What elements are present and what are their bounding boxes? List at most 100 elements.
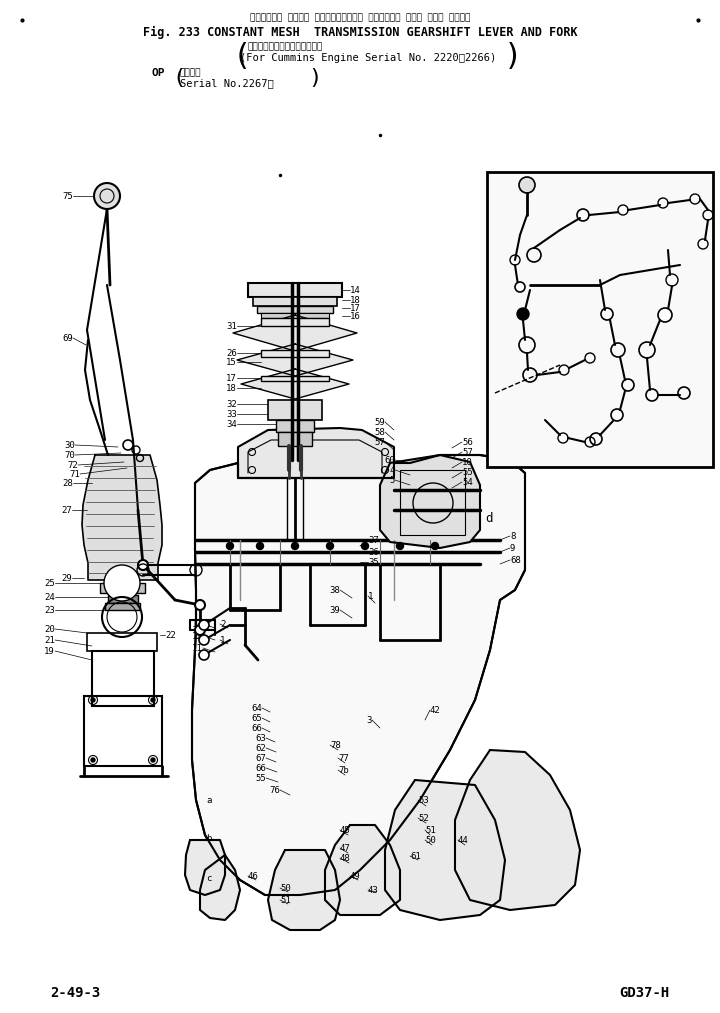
Text: 50: 50 [425, 836, 436, 845]
Text: 58: 58 [374, 427, 385, 437]
Bar [261, 350, 329, 357]
Text: 19: 19 [44, 646, 55, 655]
Bar [253, 297, 337, 306]
Text: 90: 90 [555, 446, 566, 455]
Text: 24: 24 [44, 593, 55, 602]
Text: 49: 49 [350, 871, 361, 880]
Text: OP: OP [152, 68, 166, 78]
Circle shape [195, 600, 205, 610]
Text: 37: 37 [368, 536, 379, 545]
Text: 75A: 75A [493, 177, 509, 186]
Text: 57: 57 [462, 448, 473, 457]
Text: 21: 21 [44, 635, 55, 644]
Circle shape [104, 565, 140, 601]
Text: 74: 74 [545, 214, 556, 223]
Text: Fig. 233 CONSTANT MESH  TRANSMISSION GEARSHIFT LEVER AND FORK: Fig. 233 CONSTANT MESH TRANSMISSION GEAR… [143, 26, 577, 40]
Text: (For Cummins Engine Serial No. 2220～2266): (For Cummins Engine Serial No. 2220～2266… [240, 53, 496, 63]
Text: 54: 54 [462, 477, 473, 486]
Text: 29: 29 [61, 573, 72, 582]
Text: 70: 70 [64, 451, 75, 460]
Circle shape [199, 650, 209, 660]
Text: 47: 47 [340, 844, 351, 853]
Circle shape [515, 282, 525, 292]
Bar [261, 318, 329, 326]
Text: 60: 60 [384, 456, 395, 465]
Text: 52: 52 [418, 813, 428, 823]
Text: Serial No.2267～: Serial No.2267～ [180, 78, 274, 88]
Circle shape [91, 758, 95, 762]
Bar [108, 595, 138, 603]
Text: 34: 34 [226, 419, 237, 428]
Text: 67: 67 [584, 430, 595, 439]
Text: 31: 31 [226, 321, 237, 330]
Text: 18: 18 [226, 384, 237, 392]
Circle shape [151, 698, 155, 702]
Text: 22: 22 [165, 630, 176, 639]
Text: 9: 9 [510, 544, 516, 552]
Text: 83: 83 [609, 350, 620, 360]
Text: 66: 66 [251, 723, 262, 732]
Bar [261, 313, 329, 318]
Text: 2-49-3: 2-49-3 [50, 986, 100, 1000]
Text: 68: 68 [495, 204, 505, 213]
Polygon shape [200, 855, 240, 920]
Text: 20: 20 [44, 624, 55, 633]
Bar [105, 603, 140, 610]
Text: 45: 45 [340, 826, 351, 835]
Text: 適用号機: 適用号機 [180, 68, 202, 77]
Text: コンスタント メッシュ トランスミッション ギヤーシフト レバー および フォーク: コンスタント メッシュ トランスミッション ギヤーシフト レバー および フォー… [250, 13, 470, 22]
Text: 66: 66 [256, 764, 266, 773]
Text: 88: 88 [690, 388, 701, 396]
Text: a: a [206, 795, 212, 804]
Bar [87, 633, 157, 651]
Text: 28: 28 [62, 478, 73, 487]
Text: 44: 44 [458, 836, 469, 845]
Text: 8: 8 [510, 532, 516, 541]
Text: 39: 39 [329, 606, 340, 615]
Bar [400, 470, 465, 535]
Text: 26: 26 [226, 348, 237, 358]
Text: 75: 75 [62, 191, 73, 201]
Text: 61: 61 [410, 852, 420, 860]
Circle shape [199, 635, 209, 645]
Circle shape [195, 625, 205, 635]
Text: 69: 69 [605, 417, 616, 426]
Text: 63: 63 [256, 733, 266, 743]
Text: 55: 55 [462, 468, 473, 476]
Text: b: b [206, 834, 212, 843]
Text: 68: 68 [495, 216, 505, 225]
Text: 4: 4 [390, 466, 395, 474]
Polygon shape [237, 344, 353, 376]
Circle shape [618, 205, 628, 215]
Text: 2: 2 [220, 620, 225, 628]
Text: 5: 5 [390, 475, 395, 484]
Polygon shape [380, 455, 480, 548]
Text: 16: 16 [350, 312, 361, 320]
Text: 51: 51 [425, 826, 436, 835]
Text: 48: 48 [340, 854, 351, 862]
Polygon shape [192, 455, 525, 895]
Text: 30: 30 [64, 441, 75, 450]
Text: 56: 56 [462, 438, 473, 447]
Text: 41: 41 [570, 214, 581, 223]
Bar [92, 651, 154, 706]
Bar [276, 420, 314, 432]
Text: 67: 67 [256, 754, 266, 763]
Text: 38: 38 [329, 586, 340, 595]
Text: 51: 51 [280, 895, 291, 905]
Polygon shape [385, 780, 505, 920]
Bar [84, 696, 162, 766]
Circle shape [138, 560, 148, 570]
Circle shape [361, 543, 369, 549]
Text: 64: 64 [634, 425, 645, 435]
Circle shape [227, 543, 233, 549]
Text: 78: 78 [330, 741, 341, 750]
Text: 36: 36 [368, 547, 379, 556]
Text: c: c [206, 873, 212, 882]
Polygon shape [82, 455, 162, 580]
Text: 69: 69 [62, 333, 73, 342]
Text: 84: 84 [620, 405, 631, 414]
Bar [487, 172, 713, 467]
Text: 11: 11 [192, 643, 203, 652]
Text: 88: 88 [685, 212, 696, 221]
